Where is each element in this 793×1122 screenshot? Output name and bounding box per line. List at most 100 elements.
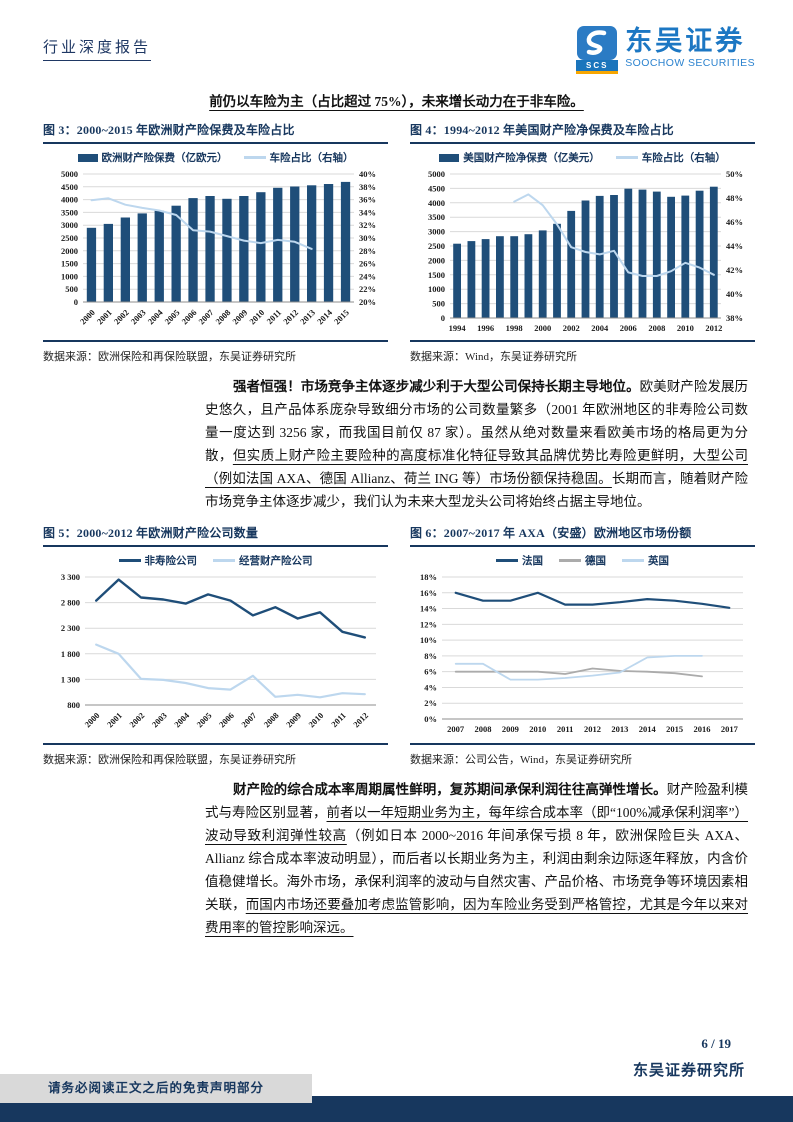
svg-text:0: 0 xyxy=(74,297,78,307)
svg-text:3000: 3000 xyxy=(61,220,78,230)
svg-text:5000: 5000 xyxy=(428,169,445,179)
svg-text:2008: 2008 xyxy=(213,307,232,326)
svg-text:500: 500 xyxy=(432,299,445,309)
svg-text:2011: 2011 xyxy=(264,307,283,326)
svg-text:10%: 10% xyxy=(420,635,437,645)
legend-line-swatch xyxy=(118,559,141,562)
svg-text:12%: 12% xyxy=(420,619,437,629)
legend-bar-swatch xyxy=(439,153,460,162)
legend-item: 非寿险公司 xyxy=(118,553,198,568)
legend-item: 英国 xyxy=(622,553,669,568)
svg-text:2005: 2005 xyxy=(162,307,181,326)
svg-text:2016: 2016 xyxy=(693,724,710,734)
svg-text:2013: 2013 xyxy=(611,724,628,734)
figure-row-2: 图 5：2000~2012 年欧洲财产险公司数量 非寿险公司 经营财产险公司 3 … xyxy=(43,522,755,767)
svg-text:2014: 2014 xyxy=(639,724,657,734)
figure-3: 图 3：2000~2015 年欧洲财产险保费及车险占比 欧洲财产险保费（亿欧元）… xyxy=(43,119,388,364)
svg-text:1000: 1000 xyxy=(61,271,78,281)
svg-text:2004: 2004 xyxy=(591,323,609,333)
figure-3-box: 欧洲财产险保费（亿欧元） 车险占比（右轴） 5000 4500 4000 3500 300… xyxy=(43,142,388,342)
svg-text:2009: 2009 xyxy=(230,307,249,326)
svg-text:800: 800 xyxy=(67,700,80,710)
svg-text:2015: 2015 xyxy=(332,307,351,326)
svg-text:2001: 2001 xyxy=(95,307,114,326)
legend-label: 车险占比（右轴） xyxy=(269,153,354,164)
svg-text:2008: 2008 xyxy=(475,724,492,734)
svg-text:16%: 16% xyxy=(420,588,437,598)
disclaimer-box: 请务必阅读正文之后的免责声明部分 xyxy=(0,1074,312,1103)
legend-label: 非寿险公司 xyxy=(144,556,198,567)
svg-text:2006: 2006 xyxy=(620,323,637,333)
svg-text:2006: 2006 xyxy=(217,710,236,729)
text-segment: （例如日本 2000~2016 年间承保亏损 8 年，欧洲保险巨头 AXA、Al… xyxy=(205,828,748,912)
svg-text:4500: 4500 xyxy=(428,183,445,193)
svg-text:4%: 4% xyxy=(424,682,437,692)
svg-text:40%: 40% xyxy=(359,169,376,179)
svg-text:2010: 2010 xyxy=(306,710,325,729)
svg-text:1998: 1998 xyxy=(506,323,523,333)
svg-text:2011: 2011 xyxy=(329,710,348,729)
legend-item: 车险占比（右轴） xyxy=(615,150,726,165)
svg-text:36%: 36% xyxy=(359,195,376,205)
svg-text:2006: 2006 xyxy=(179,307,198,326)
svg-text:2001: 2001 xyxy=(105,710,124,729)
legend-item: 车险占比（右轴） xyxy=(243,150,354,165)
svg-text:2000: 2000 xyxy=(78,307,97,326)
soochow-logo-icon xyxy=(577,26,618,60)
svg-text:2500: 2500 xyxy=(428,241,445,251)
figure-4-chart: 5000450040003500300025002000150010005000… xyxy=(428,169,743,333)
figure-6-title: 图 6：2007~2017 年 AXA（安盛）欧洲地区市场份额 xyxy=(410,526,692,540)
soochow-logo: SCS 东吴证券 SOOCHOW SECURITIES xyxy=(576,26,755,74)
svg-text:48%: 48% xyxy=(726,193,743,203)
text-segment: 而国内市场还要叠加考虑监管影响，因为车险业务受到严格管控，尤其是今年以来对费用率… xyxy=(205,897,749,935)
svg-text:1996: 1996 xyxy=(477,323,494,333)
svg-text:18%: 18% xyxy=(420,572,437,582)
svg-text:2007: 2007 xyxy=(196,307,216,327)
institute-name: 东吴证券研究所 xyxy=(632,1063,745,1079)
text-segment: 前者以一年短期业务为主，每年综合成本率（即“100%减承保利润率”）波动导致利润… xyxy=(205,805,749,843)
svg-text:2015: 2015 xyxy=(666,724,683,734)
svg-text:2012: 2012 xyxy=(281,307,300,326)
legend-line-swatch xyxy=(615,156,638,159)
text-segment: 财产险的综合成本率周期属性鲜明，复苏期间承保利润往往高弹性增长。 xyxy=(233,782,667,797)
svg-text:40%: 40% xyxy=(726,289,743,299)
svg-text:50%: 50% xyxy=(726,169,743,179)
legend-line-swatch xyxy=(243,156,266,159)
svg-text:2 300: 2 300 xyxy=(61,623,80,633)
svg-text:2500: 2500 xyxy=(61,233,78,243)
svg-text:28%: 28% xyxy=(359,246,376,256)
svg-text:1 300: 1 300 xyxy=(61,674,80,684)
text-segment: 长期而言，随着财产险市场竞争主体逐步减少，我们认为未来大型龙头公司将始终占据主导… xyxy=(205,471,749,509)
logo-icon-column: SCS xyxy=(576,26,619,74)
svg-text:14%: 14% xyxy=(420,604,437,614)
svg-text:2009: 2009 xyxy=(502,724,519,734)
svg-text:3500: 3500 xyxy=(61,207,78,217)
svg-text:2012: 2012 xyxy=(705,323,722,333)
svg-text:2007: 2007 xyxy=(447,724,465,734)
svg-text:2004: 2004 xyxy=(146,307,166,327)
paragraph-2: 财产险的综合成本率周期属性鲜明，复苏期间承保利润往往高弹性增长。财产险盈利模式与… xyxy=(205,778,748,939)
svg-text:2009: 2009 xyxy=(284,710,303,729)
figure-6: 图 6：2007~2017 年 AXA（安盛）欧洲地区市场份额 法国 德国 英国 1… xyxy=(410,522,755,767)
svg-text:2013: 2013 xyxy=(298,307,317,326)
svg-text:2010: 2010 xyxy=(529,724,546,734)
text-segment: 但实质上财产险主要险种的高度标准化特征导致其品牌优势比寿险更鲜明，大型公司（例如… xyxy=(205,448,749,486)
figure-6-chart: 18% 16% 14% 12% 10% 8% 6% 4% 2% 0% 2007 2008 2009 201… xyxy=(420,572,743,734)
svg-text:2008: 2008 xyxy=(262,710,281,729)
svg-text:2010: 2010 xyxy=(247,307,266,326)
legend-label: 欧洲财产险保费（亿欧元） xyxy=(101,153,228,164)
figure-6-source: 数据来源：公司公告，Wind，东吴证券研究所 xyxy=(410,754,632,766)
svg-text:2003: 2003 xyxy=(129,307,148,326)
svg-text:2012: 2012 xyxy=(351,710,370,729)
svg-text:2002: 2002 xyxy=(127,710,146,729)
svg-text:2003: 2003 xyxy=(150,710,169,729)
svg-text:2002: 2002 xyxy=(563,323,580,333)
svg-text:2004: 2004 xyxy=(172,710,192,730)
figure-3-source: 数据来源：欧洲保险和再保险联盟，东吴证券研究所 xyxy=(43,351,296,363)
svg-text:5000: 5000 xyxy=(61,169,78,179)
page-header: 行业深度报告 SCS 东吴证券 SOOCHOW SECURITIES xyxy=(0,0,793,74)
svg-text:8%: 8% xyxy=(424,651,437,661)
report-type-label: 行业深度报告 xyxy=(43,36,152,61)
svg-text:2007: 2007 xyxy=(239,710,259,730)
svg-text:2000: 2000 xyxy=(428,255,445,265)
